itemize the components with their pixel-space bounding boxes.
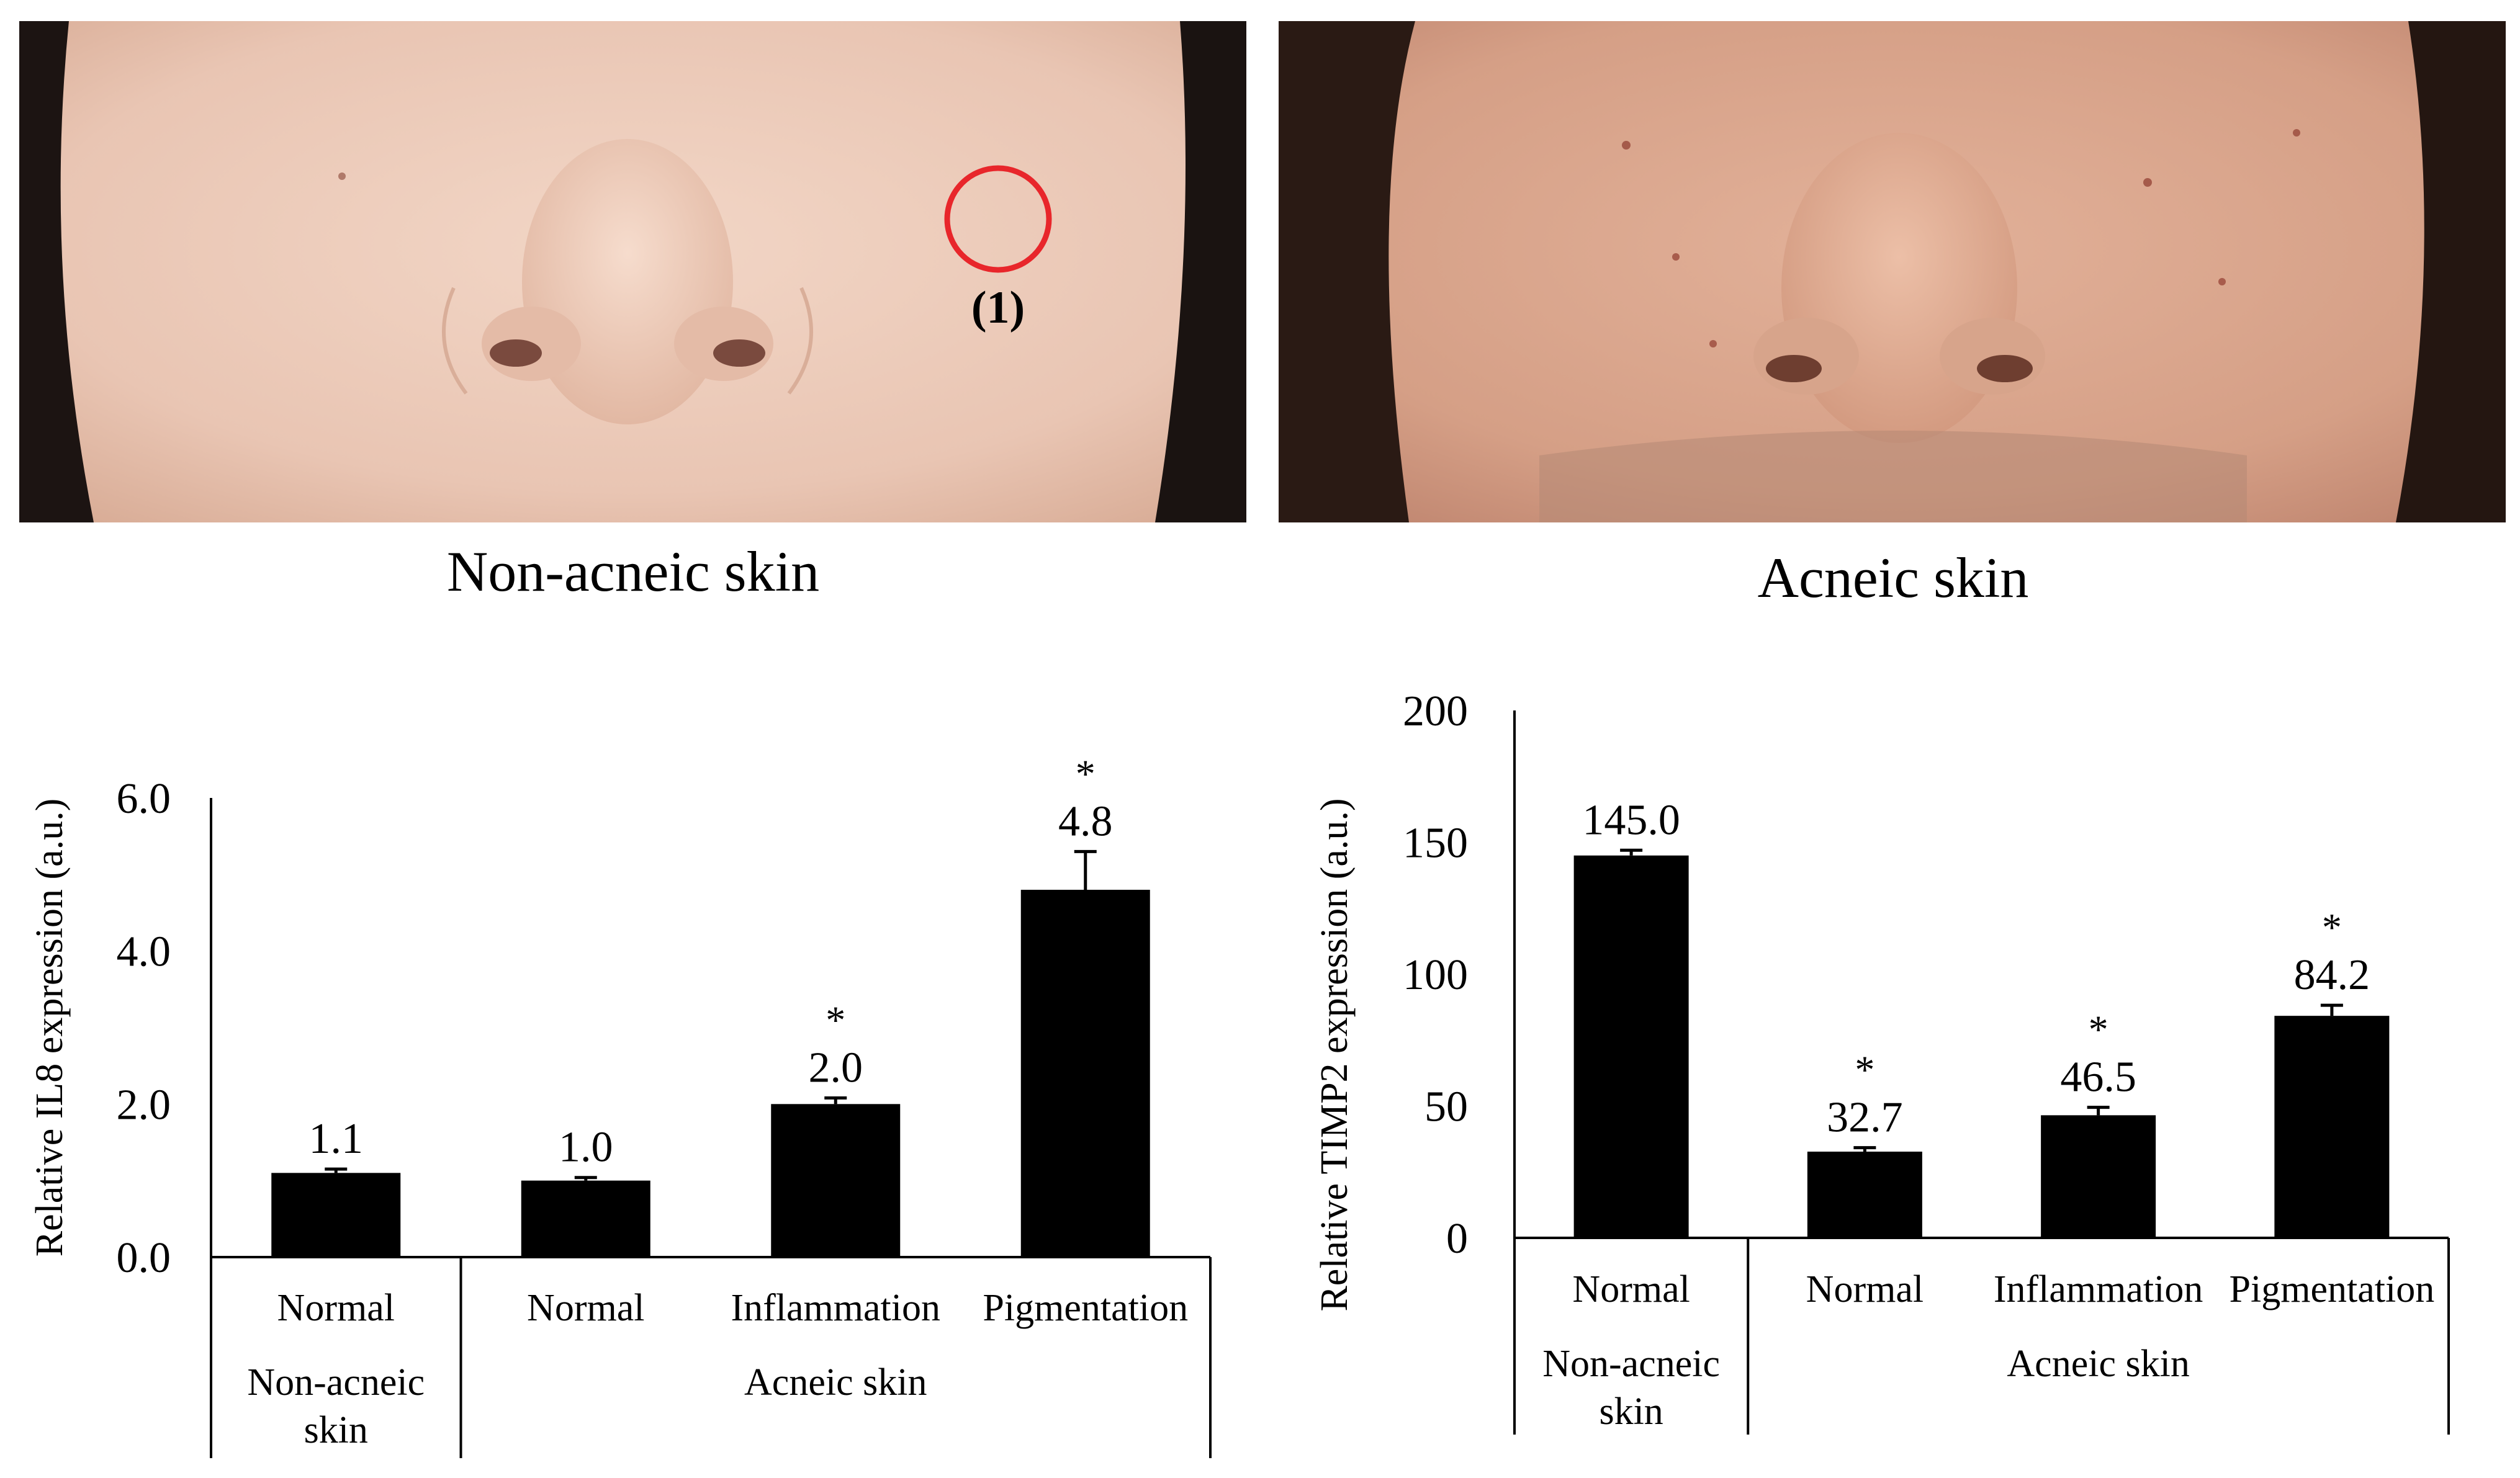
timp2-category-label-4: Pigmentation — [2230, 1268, 2435, 1310]
il8-bar-1 — [271, 1173, 401, 1257]
timp2-bar-3 — [2041, 1115, 2156, 1238]
il8-category-label-2: Normal — [527, 1287, 644, 1329]
timp2-value-label-3: 46.5 — [2060, 1054, 2136, 1101]
il8-value-label-4: 4.8 — [1058, 797, 1113, 845]
timp2-significance-mark-4: * — [2322, 905, 2342, 949]
timp2-category-label-1: Normal — [1572, 1268, 1690, 1310]
timp2-group-label: Non-acneic — [1542, 1343, 1720, 1385]
il8-y-tick-label: 0.0 — [117, 1234, 171, 1282]
il8-significance-mark-4: * — [1076, 751, 1096, 795]
timp2-y-tick-label: 0 — [1446, 1215, 1468, 1263]
il8-value-label-3: 2.0 — [809, 1044, 863, 1091]
timp2-y-axis-title: Relative TIMP2 expression (a.u.) — [1313, 798, 1356, 1311]
timp2-y-tick-label: 200 — [1403, 687, 1468, 735]
il8-bar-4 — [1020, 890, 1150, 1257]
timp2-significance-mark-3: * — [2089, 1008, 2108, 1052]
il8-significance-mark-3: * — [826, 998, 845, 1042]
il8-category-label-1: Normal — [277, 1287, 395, 1329]
acneic-caption: Acneic skin — [1757, 546, 2029, 609]
il8-group-label: Acneic skin — [744, 1361, 927, 1404]
il8-group-label: Non-acneic — [247, 1361, 425, 1404]
timp2-bar-1 — [1573, 855, 1689, 1238]
timp2-y-tick-label: 100 — [1403, 951, 1468, 999]
il8-y-axis-title: Relative IL8 expression (a.u.) — [29, 799, 71, 1257]
timp2-y-tick-label: 50 — [1424, 1083, 1468, 1131]
timp2-value-label-2: 32.7 — [1827, 1094, 1903, 1142]
il8-value-label-2: 1.0 — [559, 1124, 613, 1171]
acneic-skin-photo — [1279, 21, 2506, 522]
il8-value-label-1: 1.1 — [309, 1115, 364, 1163]
il8-category-label-3: Inflammation — [731, 1287, 940, 1329]
timp2-category-label-2: Normal — [1806, 1268, 1924, 1310]
non-acneic-caption: Non-acneic skin — [446, 540, 820, 603]
timp2-value-label-4: 84.2 — [2294, 951, 2370, 999]
timp2-bar-4 — [2274, 1016, 2390, 1238]
il8-bar-3 — [771, 1104, 901, 1257]
timp2-category-label-3: Inflammation — [1994, 1268, 2203, 1310]
timp2-group-label: Acneic skin — [2007, 1343, 2189, 1385]
timp2-significance-mark-2: * — [1855, 1048, 1874, 1092]
timp2-y-tick-label: 150 — [1403, 820, 1468, 867]
il8-category-label-4: Pigmentation — [983, 1287, 1188, 1329]
il8-bar-2 — [521, 1180, 650, 1257]
il8-y-tick-label: 4.0 — [117, 928, 171, 976]
il8-y-tick-label: 2.0 — [117, 1081, 171, 1129]
il8-y-tick-label: 6.0 — [117, 775, 171, 823]
il8-group-label-line2: skin — [304, 1409, 368, 1451]
timp2-value-label-1: 145.0 — [1582, 796, 1680, 844]
timp2-bar-2 — [1807, 1152, 1922, 1238]
timp2-group-label-line2: skin — [1599, 1391, 1663, 1433]
